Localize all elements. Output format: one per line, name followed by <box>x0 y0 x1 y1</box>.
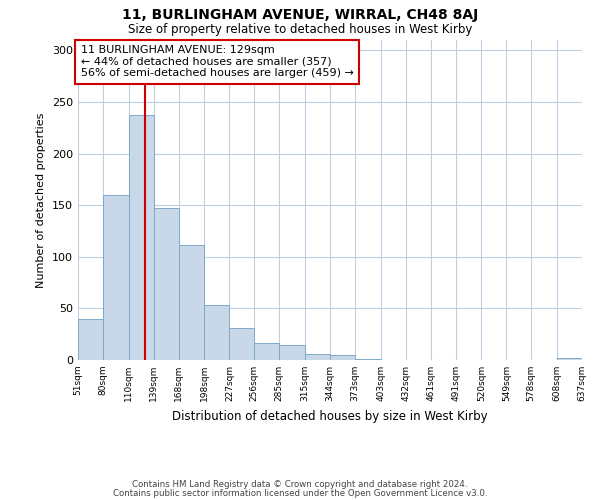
Bar <box>179 246 205 360</box>
Bar <box>355 359 381 360</box>
Text: Contains HM Land Registry data © Crown copyright and database right 2024.: Contains HM Land Registry data © Crown c… <box>132 480 468 489</box>
Text: Contains public sector information licensed under the Open Government Licence v3: Contains public sector information licen… <box>113 488 487 498</box>
Y-axis label: Number of detached properties: Number of detached properties <box>37 112 46 288</box>
Bar <box>103 195 129 360</box>
Text: 11 BURLINGHAM AVENUE: 129sqm
← 44% of detached houses are smaller (357)
56% of s: 11 BURLINGHAM AVENUE: 129sqm ← 44% of de… <box>80 45 353 78</box>
Bar <box>254 344 279 360</box>
Bar <box>78 318 103 360</box>
Bar <box>205 306 229 360</box>
Bar <box>279 344 305 360</box>
Bar <box>305 354 330 360</box>
Text: Size of property relative to detached houses in West Kirby: Size of property relative to detached ho… <box>128 22 472 36</box>
Bar <box>330 355 355 360</box>
X-axis label: Distribution of detached houses by size in West Kirby: Distribution of detached houses by size … <box>172 410 488 422</box>
Bar <box>557 358 582 360</box>
Bar <box>129 116 154 360</box>
Bar <box>154 208 179 360</box>
Text: 11, BURLINGHAM AVENUE, WIRRAL, CH48 8AJ: 11, BURLINGHAM AVENUE, WIRRAL, CH48 8AJ <box>122 8 478 22</box>
Bar <box>229 328 254 360</box>
